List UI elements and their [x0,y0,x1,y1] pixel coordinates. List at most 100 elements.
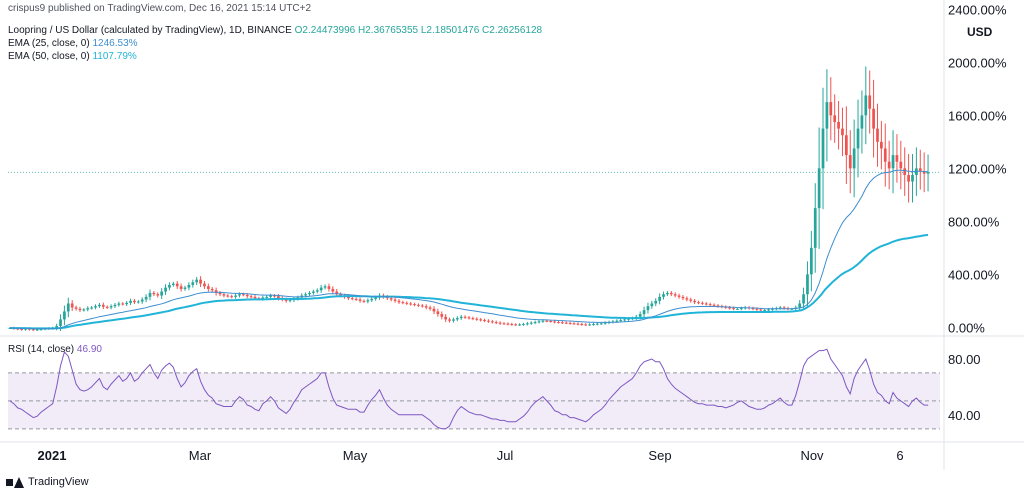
candle-body [603,322,607,324]
candle-body [708,304,712,306]
rsi-pane: 40.00 80.00 [8,348,981,430]
candle-body [821,128,825,169]
candle-body [323,286,327,288]
ohlc-close: C2.26256128 [482,25,543,36]
candle-body [90,307,94,309]
candle-body [596,323,599,325]
candle-body [444,316,448,320]
candle-body [549,320,553,322]
candle-body [751,308,755,310]
candle-body [238,294,241,296]
candle-body [308,292,311,295]
candle-body [242,294,245,296]
candle-body [522,324,525,326]
symbol-legend: Loopring / US Dollar (calculated by Trad… [8,25,542,36]
candle-body [483,320,486,322]
candle-body [218,292,222,295]
candle-body [82,309,86,311]
candle-body [506,323,510,325]
price-tick-label: 2400.00% [948,2,1007,17]
candle-body [195,279,199,283]
candle-body [168,284,171,288]
candle-body [273,295,276,297]
candle-body [798,303,802,308]
candle-body [782,307,786,309]
candle-body [518,324,521,326]
candle-body [580,324,584,326]
candle-body [136,301,140,303]
candle-body [409,303,413,305]
candle-body [63,311,66,320]
candle-body [701,302,704,304]
candle-body [529,322,533,324]
price-tick-label: 400.00% [948,267,1000,282]
ema25-line [9,169,929,330]
candle-body [417,304,420,306]
candle-body [94,306,97,308]
candle-body [771,308,774,310]
currency-unit-label[interactable]: USD [964,25,996,39]
candle-body [685,298,689,300]
candle-body [152,292,156,295]
price-tick-label: 0.00% [948,320,985,335]
candle-body [109,306,113,308]
price-tick-label: 1200.00% [948,161,1007,176]
candle-body [350,298,354,300]
candle-body [222,294,226,296]
candle-body [619,320,623,322]
candle-body [681,296,685,299]
candle-body [347,296,350,299]
candle-body [117,303,121,305]
candle-body [463,316,467,318]
candle-body [860,115,864,129]
candle-body [564,322,568,324]
candle-body [249,296,253,298]
candle-body [646,306,650,311]
candle-body [203,283,206,287]
candle-body [592,324,595,326]
candle-body [802,294,805,304]
time-tick-label: 6 [896,448,903,463]
candle-body [319,287,323,291]
candle-body [448,319,451,321]
candle-body [144,296,148,300]
candle-body [284,299,288,301]
candle-body [584,324,588,326]
candle-body [191,282,195,285]
time-tick-label: Nov [800,448,824,463]
time-tick-label: 2021 [38,448,67,463]
candle-body [918,168,922,171]
rsi-line [9,348,929,430]
candle-body [716,305,720,307]
candle-body [35,329,39,331]
candle-body [183,287,187,289]
time-tick-label: Mar [189,448,212,463]
candle-body [907,174,910,182]
candle-body [510,324,514,326]
candle-body [856,128,860,149]
candle-body [331,288,335,292]
candle-body [366,300,370,302]
price-pane: 0.00% 400.00% 800.00% 1200.00% 1600.00% 2000.… [0,0,1024,470]
candle-body [778,307,782,309]
ohlc-open: O2.24473996 [294,25,356,36]
candle-body [545,320,549,322]
candle-body [887,161,891,169]
candle-body [175,283,179,287]
candle-body [471,318,475,320]
candle-body [553,321,556,323]
candle-body [424,306,428,308]
time-tick-label: Jul [497,448,514,463]
candle-body [903,168,907,175]
candle-body [673,294,677,296]
candle-body [880,141,883,149]
ema25-value: 1246.53% [92,38,138,49]
candle-body [335,291,339,295]
candle-body [841,128,844,136]
ema50-value: 1107.79% [92,51,137,62]
candle-body [265,296,269,298]
candle-body [354,298,358,300]
candle-body [498,322,502,324]
candle-body [125,302,129,305]
